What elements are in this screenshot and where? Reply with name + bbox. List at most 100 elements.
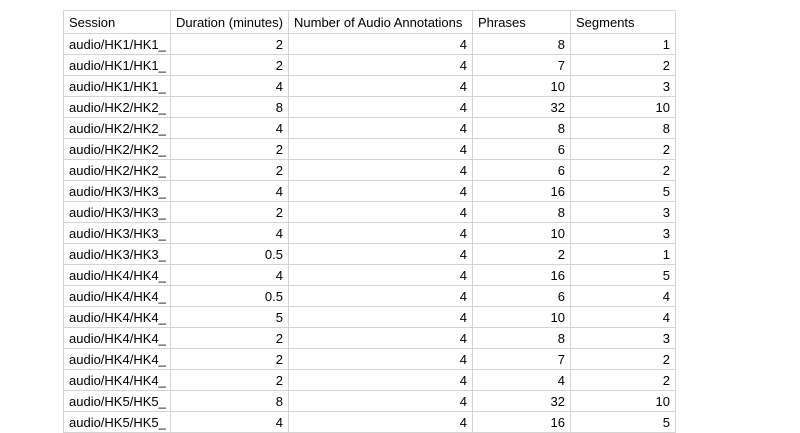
cell-duration-minutes: 8: [170, 390, 289, 412]
cell-phrases: 10: [472, 222, 571, 244]
cell-session: audio/HK4/HK4_: [63, 348, 171, 370]
cell-number-of-audio-annotations: 4: [288, 222, 473, 244]
cell-number-of-audio-annotations: 4: [288, 306, 473, 328]
cell-phrases: 10: [472, 306, 571, 328]
cell-session: audio/HK5/HK5_: [63, 390, 171, 412]
cell-duration-minutes: 5: [170, 306, 289, 328]
cell-number-of-audio-annotations: 4: [288, 117, 473, 139]
cell-duration-minutes: 2: [170, 33, 289, 55]
cell-duration-minutes: 2: [170, 369, 289, 391]
cell-phrases: 8: [472, 33, 571, 55]
cell-duration-minutes: 2: [170, 159, 289, 181]
cell-phrases: 7: [472, 348, 571, 370]
column-header-session: Session: [63, 10, 171, 34]
table-row: audio/HK5/HK5_ 4 4 16 5: [63, 411, 676, 433]
cell-segments: 2: [570, 54, 676, 76]
table-row: audio/HK2/HK2_ 2 4 6 2: [63, 138, 676, 160]
table-row: audio/HK1/HK1_ 2 4 8 1: [63, 33, 676, 55]
cell-number-of-audio-annotations: 4: [288, 285, 473, 307]
cell-session: audio/HK3/HK3_: [63, 222, 171, 244]
cell-session: audio/HK3/HK3_: [63, 243, 171, 265]
cell-session: audio/HK4/HK4_: [63, 285, 171, 307]
cell-duration-minutes: 2: [170, 54, 289, 76]
cell-phrases: 8: [472, 201, 571, 223]
cell-number-of-audio-annotations: 4: [288, 327, 473, 349]
table-row: audio/HK4/HK4_ 0.5 4 6 4: [63, 285, 676, 307]
cell-duration-minutes: 2: [170, 348, 289, 370]
table-row: audio/HK3/HK3_ 0.5 4 2 1: [63, 243, 676, 265]
table-row: audio/HK3/HK3_ 2 4 8 3: [63, 201, 676, 223]
cell-segments: 8: [570, 117, 676, 139]
table-row: audio/HK3/HK3_ 4 4 16 5: [63, 180, 676, 202]
cell-number-of-audio-annotations: 4: [288, 54, 473, 76]
cell-segments: 1: [570, 243, 676, 265]
cell-number-of-audio-annotations: 4: [288, 180, 473, 202]
cell-segments: 5: [570, 264, 676, 286]
cell-segments: 4: [570, 285, 676, 307]
cell-duration-minutes: 4: [170, 264, 289, 286]
cell-number-of-audio-annotations: 4: [288, 75, 473, 97]
cell-number-of-audio-annotations: 4: [288, 138, 473, 160]
cell-phrases: 7: [472, 54, 571, 76]
cell-segments: 5: [570, 411, 676, 433]
cell-session: audio/HK2/HK2_: [63, 96, 171, 118]
cell-duration-minutes: 4: [170, 75, 289, 97]
cell-duration-minutes: 4: [170, 411, 289, 433]
cell-phrases: 8: [472, 327, 571, 349]
cell-session: audio/HK1/HK1_: [63, 75, 171, 97]
cell-session: audio/HK3/HK3_: [63, 180, 171, 202]
header-row: Session Duration (minutes) Number of Audio…: [63, 10, 676, 34]
cell-phrases: 4: [472, 369, 571, 391]
table-row: audio/HK3/HK3_ 4 4 10 3: [63, 222, 676, 244]
cell-phrases: 32: [472, 96, 571, 118]
table-row: audio/HK4/HK4_ 2 4 7 2: [63, 348, 676, 370]
cell-phrases: 6: [472, 285, 571, 307]
column-header-number-of-audio-annotations: Number of Audio Annotations: [288, 10, 473, 34]
cell-segments: 2: [570, 159, 676, 181]
cell-phrases: 16: [472, 180, 571, 202]
table-row: audio/HK5/HK5_ 8 4 32 10: [63, 390, 676, 412]
cell-segments: 2: [570, 369, 676, 391]
cell-session: audio/HK4/HK4_: [63, 264, 171, 286]
cell-phrases: 32: [472, 390, 571, 412]
cell-segments: 3: [570, 75, 676, 97]
cell-segments: 3: [570, 201, 676, 223]
cell-session: audio/HK1/HK1_: [63, 54, 171, 76]
cell-phrases: 16: [472, 264, 571, 286]
cell-duration-minutes: 8: [170, 96, 289, 118]
table-row: audio/HK1/HK1_ 2 4 7 2: [63, 54, 676, 76]
cell-session: audio/HK4/HK4_: [63, 306, 171, 328]
cell-duration-minutes: 2: [170, 327, 289, 349]
cell-session: audio/HK3/HK3_: [63, 201, 171, 223]
cell-segments: 1: [570, 33, 676, 55]
cell-duration-minutes: 0.5: [170, 285, 289, 307]
cell-duration-minutes: 2: [170, 201, 289, 223]
cell-number-of-audio-annotations: 4: [288, 159, 473, 181]
table-body: audio/HK1/HK1_ 2 4 8 1 audio/HK1/HK1_ 2 4 7 2 audi…: [63, 33, 676, 433]
table-row: audio/HK2/HK2_ 8 4 32 10: [63, 96, 676, 118]
cell-session: audio/HK4/HK4_: [63, 327, 171, 349]
cell-session: audio/HK2/HK2_: [63, 117, 171, 139]
table-row: audio/HK4/HK4_ 5 4 10 4: [63, 306, 676, 328]
cell-phrases: 6: [472, 138, 571, 160]
cell-segments: 10: [570, 96, 676, 118]
session-annotations-table: Session Duration (minutes) Number of Audio…: [63, 10, 676, 433]
cell-duration-minutes: 4: [170, 222, 289, 244]
cell-phrases: 10: [472, 75, 571, 97]
table-row: audio/HK2/HK2_ 2 4 6 2: [63, 159, 676, 181]
cell-segments: 3: [570, 327, 676, 349]
cell-phrases: 6: [472, 159, 571, 181]
cell-number-of-audio-annotations: 4: [288, 96, 473, 118]
cell-segments: 3: [570, 222, 676, 244]
cell-number-of-audio-annotations: 4: [288, 201, 473, 223]
cell-phrases: 8: [472, 117, 571, 139]
cell-phrases: 16: [472, 411, 571, 433]
cell-segments: 4: [570, 306, 676, 328]
cell-duration-minutes: 4: [170, 180, 289, 202]
cell-segments: 2: [570, 138, 676, 160]
column-header-duration-minutes: Duration (minutes): [170, 10, 289, 34]
cell-session: audio/HK5/HK5_: [63, 411, 171, 433]
cell-number-of-audio-annotations: 4: [288, 33, 473, 55]
cell-session: audio/HK2/HK2_: [63, 138, 171, 160]
table-row: audio/HK4/HK4_ 4 4 16 5: [63, 264, 676, 286]
